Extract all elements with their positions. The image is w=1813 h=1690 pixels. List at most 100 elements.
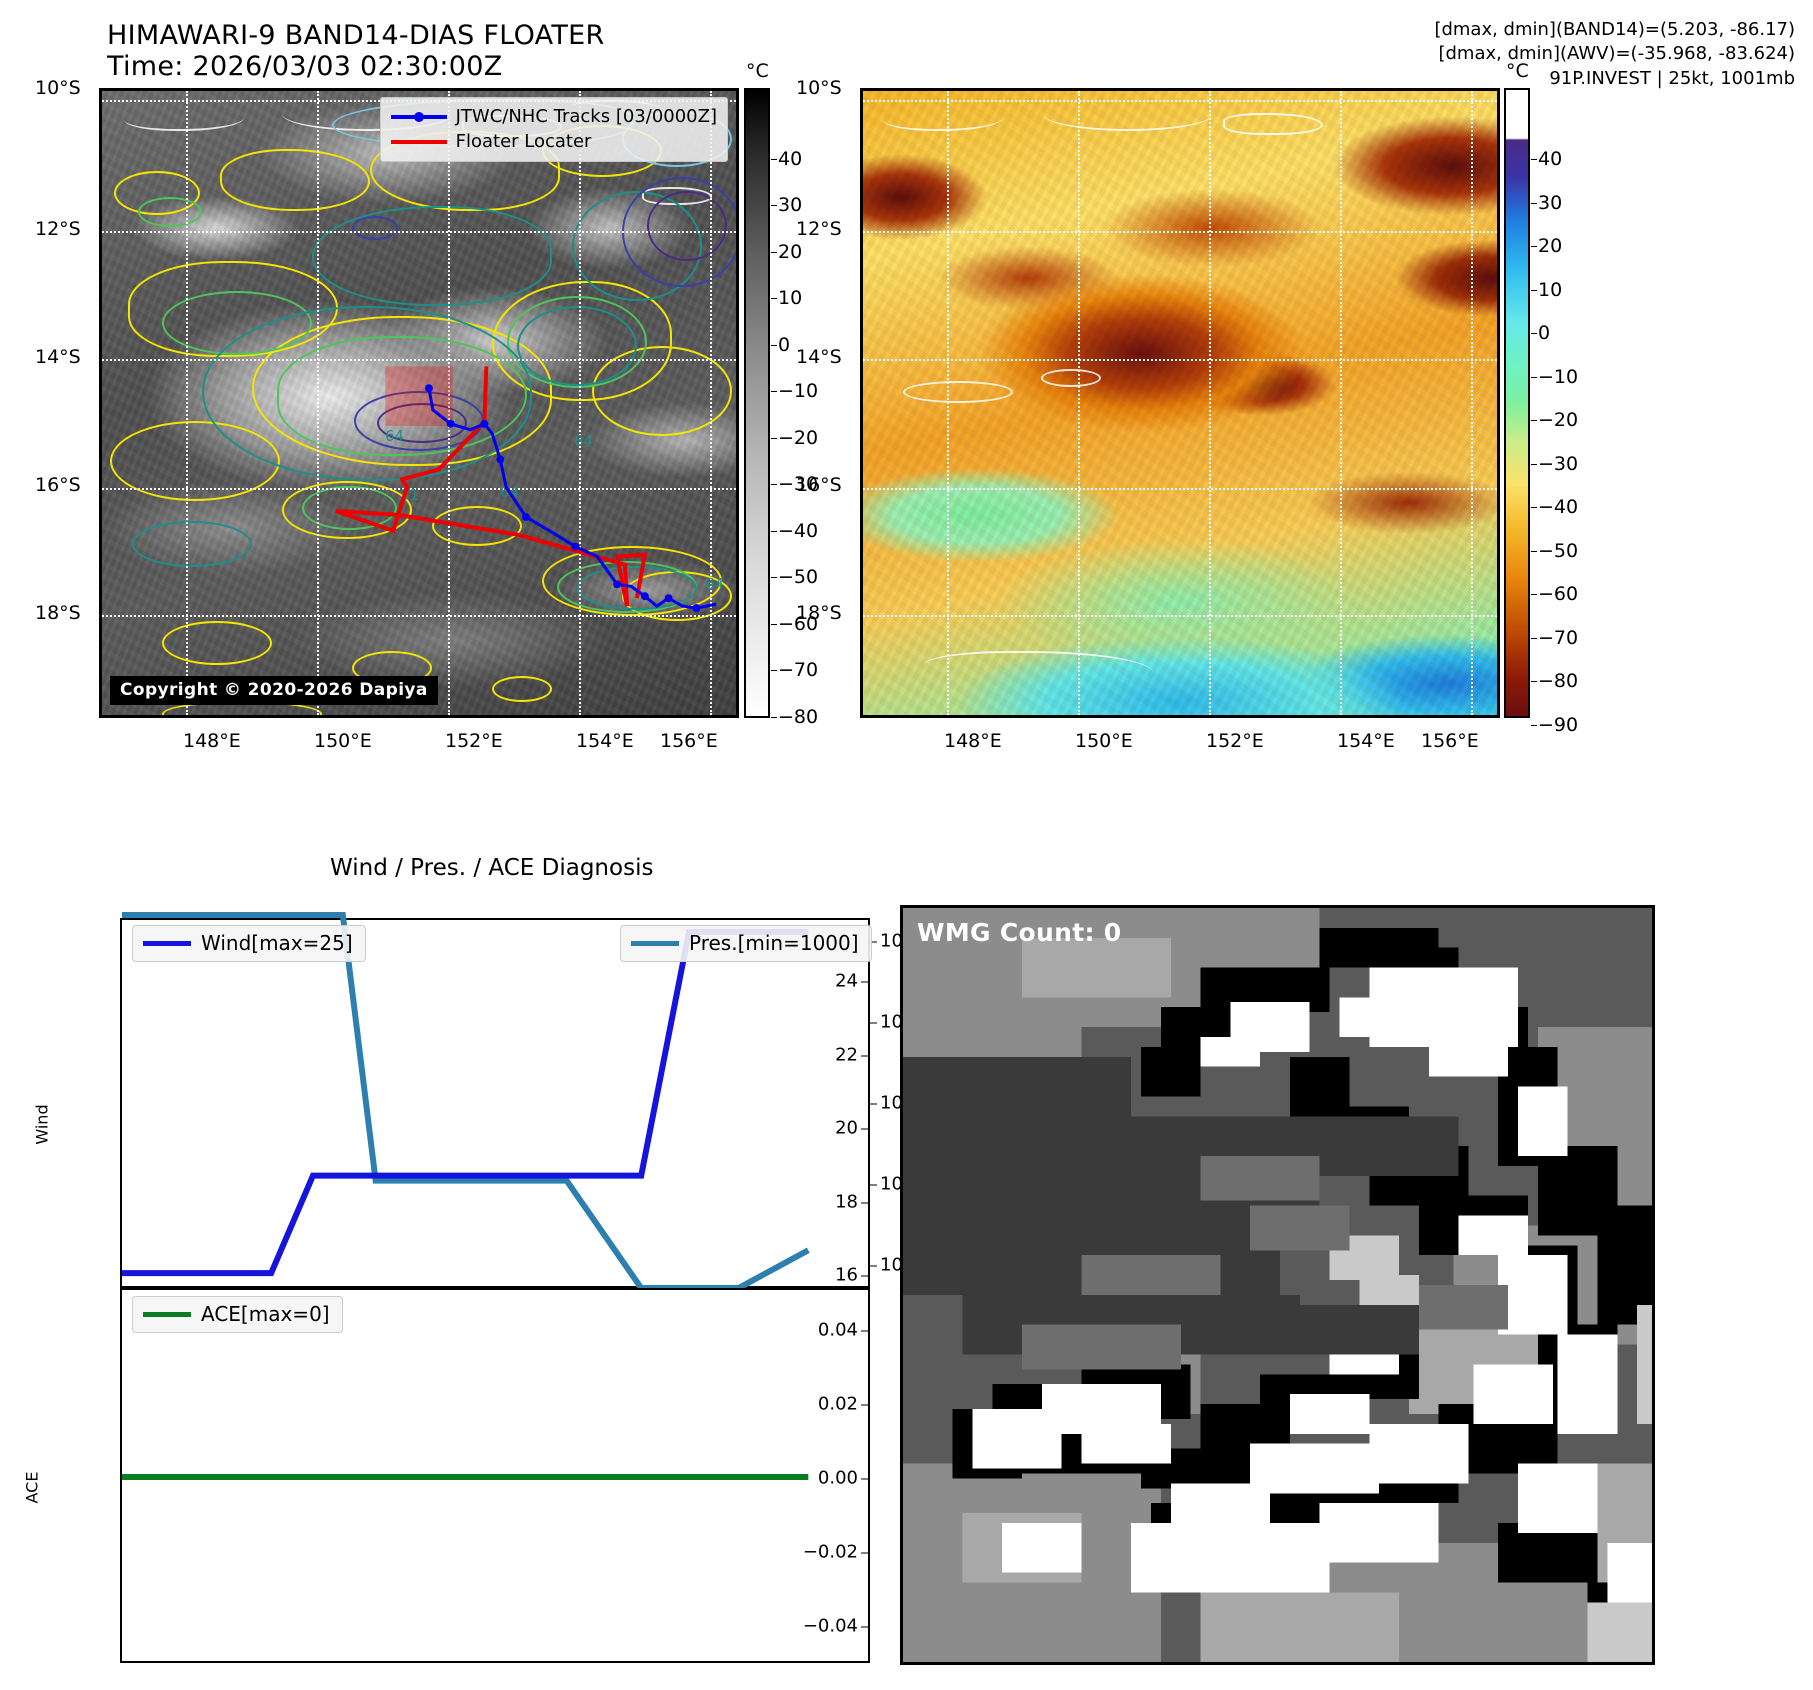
legend-swatch-wind (143, 940, 191, 946)
coastline (923, 651, 1153, 691)
lon-tick: 148°E (183, 730, 241, 752)
colorbar-gradient (744, 88, 770, 718)
contour-ring (492, 676, 552, 702)
wmg-microwave-panel[interactable]: WMG Count: 0 (900, 905, 1655, 1665)
longitude-gridline (1209, 91, 1211, 715)
ace-y-axis-ticks: −0.04 −0.02 0.00 0.02 0.04 (802, 1319, 869, 1637)
lat-tick: 14°S (35, 346, 81, 368)
wind-series-line (122, 928, 809, 1277)
lat-tick: 12°S (35, 218, 81, 240)
contour-ring (132, 521, 252, 567)
lon-tick: 152°E (445, 730, 503, 752)
ir-colorbar[interactable]: °C 40 30 20 10 0 −10 −20 −30 −40 −50 −60… (740, 60, 850, 728)
lat-tick: 10°S (796, 77, 842, 99)
longitude-gridline (710, 91, 712, 715)
dmax-dmin-band14: [dmax, dmin](BAND14)=(5.203, -86.17) (1434, 19, 1795, 40)
lon-tick: 152°E (1206, 730, 1264, 752)
legend-entry-jtwc-track: JTWC/NHC Tracks [03/0000Z] (390, 104, 717, 129)
awv-brightness-temperature-image (863, 91, 1497, 715)
wind-pressure-chart[interactable]: 16 18 20 22 24 1000 1002 1004 1006 1008 (120, 912, 926, 1291)
longitude-gridline (448, 91, 450, 715)
coastline (1041, 369, 1101, 387)
wmg-pixel-image (903, 908, 1652, 1662)
timestamp-label: Time: 2026/03/03 02:30:00Z (107, 51, 503, 82)
pressure-y-axis-ticks: 1000 1002 1004 1006 1008 (122, 920, 926, 1286)
latitude-gridline (863, 488, 1497, 490)
ir-satellite-map[interactable]: 31 64 64 64 64 JTWC/NHC Tracks [03/0000Z… (99, 88, 739, 718)
jtwc-nhc-track (427, 387, 717, 610)
latitude-gridline (102, 231, 736, 233)
ace-legend: ACE[max=0] (132, 1296, 343, 1333)
legend-entry-floater-locater: Floater Locater (390, 129, 717, 154)
legend-label-pressure: Pres.[min=1000] (689, 931, 859, 955)
legend-label: JTWC/NHC Tracks [03/0000Z] (455, 106, 717, 127)
latitude-gridline (863, 100, 1497, 102)
coastline (903, 381, 1013, 403)
wmg-count-label: WMG Count: 0 (917, 918, 1122, 947)
dmax-dmin-awv: [dmax, dmin](AWV)=(-35.968, -83.624) (1438, 43, 1795, 65)
lon-tick: 156°E (1421, 730, 1479, 752)
contour-label: 64 (574, 432, 594, 450)
legend-swatch-ace (143, 1311, 191, 1317)
contour-ring (507, 296, 647, 388)
lat-tick: 16°S (35, 474, 81, 496)
contour-ring (432, 506, 522, 546)
ace-chart[interactable]: −0.04 −0.02 0.00 0.02 0.04 (120, 1288, 870, 1663)
coastline (1043, 97, 1213, 131)
contour-label: 64 (705, 575, 725, 593)
diagnosis-panel-title: Wind / Pres. / ACE Diagnosis (330, 855, 654, 881)
lat-tick: 12°S (796, 218, 842, 240)
lon-tick: 154°E (576, 730, 634, 752)
page-title: HIMAWARI-9 BAND14-DIAS FLOATER (107, 20, 605, 51)
longitude-gridline (317, 91, 319, 715)
longitude-gridline (1340, 91, 1342, 715)
lat-tick: 18°S (796, 602, 842, 624)
legend-label: Floater Locater (455, 131, 592, 152)
contour-ring (162, 621, 272, 665)
wind-legend: Wind[max=25] (132, 925, 366, 962)
coastline (883, 105, 1003, 131)
coastline (124, 105, 244, 131)
wind-y-axis-ticks: 16 18 20 22 24 (835, 970, 868, 1286)
contour-ring (220, 149, 370, 211)
lon-tick: 150°E (314, 730, 372, 752)
colorbar-gradient (1504, 88, 1530, 718)
pressure-legend: Pres.[min=1000] (620, 925, 872, 962)
lat-tick: 18°S (35, 602, 81, 624)
latitude-gridline (863, 359, 1497, 361)
lon-tick: 150°E (1075, 730, 1133, 752)
contour-ring (138, 197, 202, 227)
colorbar-unit-label: °C (1506, 60, 1529, 82)
colorbar-unit-label: °C (746, 60, 769, 82)
longitude-gridline (1078, 91, 1080, 715)
contour-ring (647, 191, 727, 261)
latitude-gridline (102, 615, 736, 617)
lon-tick: 156°E (660, 730, 718, 752)
contour-ring (592, 346, 732, 436)
legend-swatch-pressure (631, 940, 679, 946)
latitude-gridline (863, 231, 1497, 233)
contour-label: 64 (385, 427, 405, 445)
legend-label-wind: Wind[max=25] (201, 931, 353, 955)
lon-tick: 148°E (944, 730, 1002, 752)
lat-tick: 16°S (796, 474, 842, 496)
contour-ring (282, 481, 412, 539)
lat-tick: 10°S (35, 77, 81, 99)
header-info-block: [dmax, dmin](BAND14)=(5.203, -86.17) [dm… (1095, 18, 1795, 91)
coastline (1223, 113, 1323, 135)
storm-intensity-label: 91P.INVEST | 25kt, 1001mb (1549, 67, 1795, 89)
contour-ring (577, 566, 697, 610)
colorbar-ticks: 40 30 20 10 0 −10 −20 −30 −40 −50 −60 −7… (1530, 148, 1579, 736)
contour-ring (352, 216, 398, 240)
copyright-notice: Copyright © 2020-2026 Dapiya (110, 676, 438, 705)
ir-map-legend: JTWC/NHC Tracks [03/0000Z] Floater Locat… (379, 97, 728, 162)
latitude-gridline (863, 615, 1497, 617)
latitude-gridline (102, 359, 736, 361)
storm-tracks-overlay (335, 366, 717, 613)
lon-tick: 154°E (1337, 730, 1395, 752)
longitude-gridline (1471, 91, 1473, 715)
colorbar-ticks: 40 30 20 10 0 −10 −20 −30 −40 −50 −60 −7… (770, 148, 819, 728)
floater-locater-track (335, 366, 648, 607)
awv-colorbar[interactable]: °C 40 30 20 10 0 −10 −20 −30 −40 −50 −60… (1500, 60, 1610, 736)
awv-water-vapor-map[interactable] (860, 88, 1500, 718)
